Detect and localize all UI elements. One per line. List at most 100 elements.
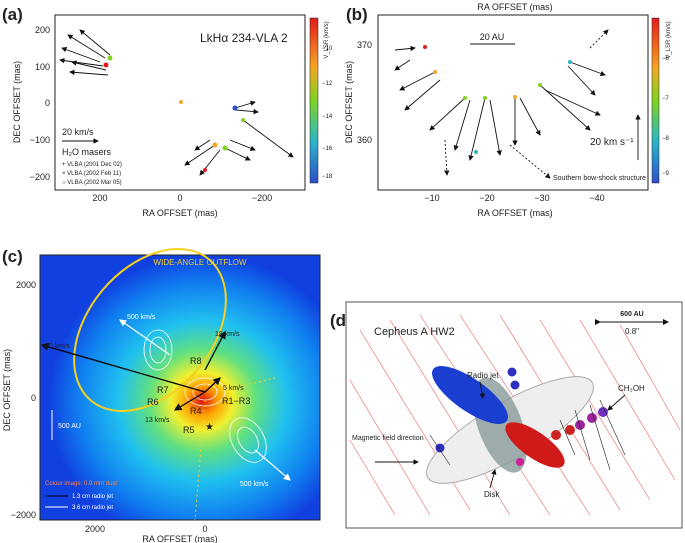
shape	[184, 144, 216, 166]
shape	[568, 60, 572, 64]
pointer	[489, 469, 497, 489]
annotation: R6	[147, 397, 159, 407]
y-tick-label: 370	[357, 40, 372, 50]
shape	[453, 99, 471, 151]
shape	[349, 379, 431, 516]
shape	[513, 95, 517, 99]
shape	[232, 105, 238, 111]
shape	[575, 420, 585, 430]
colorbar-tick: −14	[322, 114, 333, 120]
y-axis-label: DEC OFFSET (mas)	[2, 349, 12, 431]
shape	[544, 89, 601, 116]
shape	[235, 108, 259, 115]
shape	[394, 59, 411, 71]
shape	[212, 142, 218, 148]
x-tick-label: 200	[92, 193, 107, 203]
shape	[429, 434, 451, 466]
shape	[40, 343, 206, 393]
shape	[619, 324, 681, 431]
jet-axis	[194, 399, 206, 521]
shape	[394, 45, 416, 52]
x-tick-label: −40	[589, 193, 604, 203]
shape	[598, 407, 608, 417]
shape	[559, 419, 576, 456]
outflow-label: WIDE-ANGLE OUTFLOW	[154, 258, 247, 267]
angle-scale: 0.8"	[625, 327, 639, 336]
shape	[433, 70, 437, 74]
shape	[539, 84, 591, 131]
annotation: 5 km/s	[223, 385, 244, 392]
maser-spheres	[435, 367, 608, 466]
y-tick-label: −2000	[11, 510, 36, 520]
shape	[173, 391, 206, 411]
title: LkHα 234-VLA 2	[200, 31, 288, 45]
shape	[67, 34, 106, 59]
legend-entry: Colour image: 0.9 mm dust	[45, 481, 117, 487]
annotation: R5	[183, 425, 195, 435]
annotation: 500 km/s	[127, 314, 156, 321]
shape	[509, 144, 551, 179]
shape	[149, 336, 167, 364]
shape	[241, 118, 245, 122]
shape	[569, 61, 606, 76]
colorbar-tick: −6	[662, 56, 670, 62]
shape	[516, 458, 524, 466]
x-tick-label: 0	[177, 193, 182, 203]
y-axis-label: DEC OFFSET (mas)	[12, 61, 22, 143]
jet-lobe-red	[505, 422, 565, 468]
annotation: R8	[190, 356, 202, 366]
plot-frame	[377, 14, 649, 191]
panel-label: (b)	[346, 5, 368, 24]
colorbar-label: V_LSR (km/s)	[324, 21, 330, 58]
shape	[510, 380, 520, 390]
colorbar-tick: −18	[322, 174, 333, 180]
pointer	[479, 381, 485, 399]
legend-entry: × VLBA (2002 Feb 11)	[62, 171, 121, 177]
y-tick-label: −200	[30, 172, 50, 182]
annotation: 13 km/s	[145, 417, 170, 424]
shape	[224, 147, 251, 161]
jet-axis	[224, 377, 276, 391]
y-tick-label: 0	[45, 98, 50, 108]
shape	[483, 96, 487, 100]
shape	[229, 139, 256, 151]
shape	[107, 55, 113, 61]
x-axis-label: RA OFFSET (mas)	[477, 208, 552, 218]
shape	[435, 443, 445, 453]
shape	[222, 145, 228, 151]
annotation: 70 km/s	[45, 343, 70, 350]
x-axis-label: RA OFFSET (mas)	[142, 534, 217, 543]
shape	[507, 367, 517, 377]
annotation: 500 AU	[58, 423, 81, 430]
shape	[489, 99, 502, 156]
legend-entry: 3.6 cm radio jet	[72, 505, 113, 511]
legend-entry: 1.3 cm radio jet	[72, 494, 113, 500]
y-tick-label: 2000	[16, 280, 36, 290]
colorbar-tick: −12	[322, 81, 333, 87]
shape	[254, 449, 291, 481]
panel-a: (a) LkHα 234-VLA 2 200 100 0 −100 −200 2…	[2, 5, 333, 218]
shape	[204, 377, 221, 393]
shape	[242, 119, 294, 158]
shape	[423, 45, 427, 49]
shape	[404, 79, 441, 111]
shape	[234, 100, 256, 109]
shape	[444, 139, 450, 176]
annotation: Disk	[484, 490, 501, 499]
jet-lobe-blue	[432, 366, 508, 424]
shape	[399, 71, 436, 91]
colorbar-label: V_LSR (km/s)	[666, 21, 672, 58]
colorbar	[651, 17, 660, 184]
shape	[567, 65, 596, 96]
annotation: CH₃OH	[618, 384, 645, 393]
shape	[179, 100, 183, 104]
x-axis-label: RA OFFSET (mas)	[142, 208, 217, 218]
shape	[389, 319, 511, 516]
panel-label: (c)	[2, 247, 23, 266]
x-tick-label: −20	[479, 193, 494, 203]
shape	[463, 96, 467, 100]
annotation: 500 km/s	[240, 481, 269, 488]
shape	[551, 430, 561, 440]
shape	[579, 319, 676, 481]
